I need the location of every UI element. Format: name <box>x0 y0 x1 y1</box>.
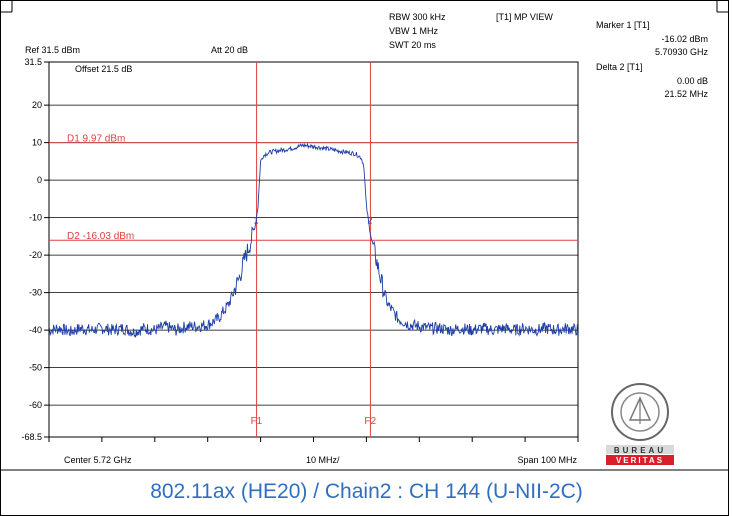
y-tick-label: -30 <box>29 288 42 298</box>
logo-band-bottom <box>606 455 674 465</box>
y-tick-label: -50 <box>29 363 42 373</box>
y-tick-label: -20 <box>29 250 42 260</box>
logo-seal-inner <box>620 392 660 432</box>
y-tick-label: 0 <box>37 175 42 185</box>
frequency-line-label: F1 <box>251 416 263 427</box>
display-line-label: D1 9.97 dBm <box>67 134 125 145</box>
marker1-label: Marker 1 [T1] <box>596 20 650 30</box>
y-tick-label: -60 <box>29 400 42 410</box>
marker1-tag: 1 <box>254 215 259 225</box>
trace-group <box>48 142 579 338</box>
y-tick-label: 20 <box>32 100 42 110</box>
chart-caption: 802.11ax (HE20) / Chain2 : CH 144 (U-NII… <box>150 480 583 503</box>
attenuation-label: Att 20 dB <box>211 45 248 55</box>
delta2-label: Delta 2 [T1] <box>596 62 643 72</box>
vbw-label: VBW 1 MHz <box>389 26 439 36</box>
marker1-level: -16.02 dBm <box>661 34 708 44</box>
ref-level-label: Ref 31.5 dBm <box>25 45 80 55</box>
trace-mode-label: [T1] MP VIEW <box>496 12 553 22</box>
offset-label: Offset 21.5 dB <box>75 64 132 74</box>
y-tick-label: -40 <box>29 325 42 335</box>
frequency-lines: F1 F2 <box>251 62 377 437</box>
frequency-line-label: F2 <box>364 416 376 427</box>
delta2-frequency: 21.52 MHz <box>664 89 708 99</box>
logo-band-top <box>606 445 674 454</box>
x-span-label: Span 100 MHz <box>517 455 577 465</box>
plot-area: 31.5 20 10 0 -10 -20 -30 -40 -50 -60 -68.5 F1 F2 D1… <box>21 57 579 442</box>
y-axis-ticks: 31.5 20 10 0 -10 -20 -30 -40 -50 -60 -68.5 <box>21 57 49 442</box>
spectrum-trace <box>48 142 579 338</box>
y-tick-label: 10 <box>32 138 42 148</box>
y-tick-label: -68.5 <box>21 432 42 442</box>
delta2-tag: 2 <box>367 215 372 225</box>
x-axis-ticks <box>48 437 579 442</box>
x-center-label: Center 5.72 GHz <box>64 455 132 465</box>
swt-label: SWT 20 ms <box>389 40 436 50</box>
marker1-frequency: 5.70930 GHz <box>655 47 709 57</box>
rbw-label: RBW 300 kHz <box>389 12 446 22</box>
logo-word-bureau: BUREAU <box>614 446 666 455</box>
delta2-level: 0.00 dB <box>677 76 708 86</box>
x-div-label: 10 MHz/ <box>306 455 340 465</box>
display-line-label: D2 -16.03 dBm <box>67 231 134 242</box>
y-tick-label: -10 <box>29 213 42 223</box>
display-lines: D1 9.97 dBm D2 -16.03 dBm <box>49 134 578 242</box>
bureau-veritas-logo: BUREAU VERITAS <box>606 383 674 465</box>
logo-word-veritas: VERITAS <box>616 456 664 465</box>
logo-seal-outer <box>611 383 669 441</box>
y-tick-label: 31.5 <box>24 57 42 67</box>
